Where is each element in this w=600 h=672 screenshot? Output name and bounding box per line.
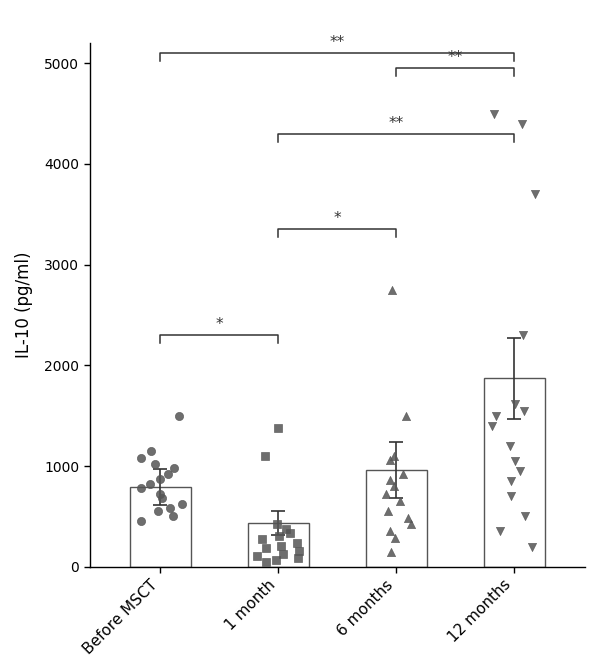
Point [276, 540, 286, 551]
Point [136, 482, 146, 493]
Y-axis label: IL-10 (pg/ml): IL-10 (pg/ml) [15, 252, 33, 358]
Point [386, 546, 395, 557]
Point [385, 526, 395, 537]
Point [260, 450, 270, 461]
Point [166, 503, 175, 513]
Point [257, 534, 267, 545]
Point [388, 284, 397, 295]
Point [271, 554, 281, 565]
Point [262, 542, 271, 553]
Point [174, 411, 184, 421]
Point [155, 474, 165, 485]
Point [487, 421, 497, 431]
Point [294, 545, 304, 556]
Point [137, 516, 146, 527]
Point [382, 489, 391, 499]
Point [506, 491, 515, 501]
Point [518, 330, 528, 341]
Point [530, 189, 539, 200]
Point [275, 531, 284, 542]
Point [511, 398, 520, 409]
Point [153, 506, 163, 517]
Point [520, 511, 530, 521]
Point [145, 478, 155, 489]
Point [261, 556, 271, 567]
Bar [248, 523, 309, 566]
Point [506, 476, 516, 487]
Point [177, 499, 187, 509]
Point [515, 466, 525, 476]
Point [401, 411, 411, 421]
Point [506, 441, 515, 452]
Point [292, 537, 301, 548]
Point [272, 519, 282, 530]
Point [519, 405, 529, 416]
Point [385, 474, 395, 485]
Point [511, 456, 520, 466]
Point [404, 513, 413, 523]
Point [398, 468, 408, 479]
Point [391, 533, 400, 544]
Point [383, 506, 393, 517]
Point [168, 511, 178, 521]
Point [281, 524, 291, 535]
Point [389, 480, 399, 491]
Point [155, 489, 165, 499]
Point [278, 548, 287, 559]
Text: **: ** [389, 116, 404, 131]
Point [495, 526, 505, 537]
Text: *: * [334, 212, 341, 226]
Bar [484, 378, 545, 566]
Point [169, 462, 179, 473]
Bar [365, 470, 427, 566]
Point [527, 541, 537, 552]
Point [490, 108, 499, 119]
Point [273, 423, 283, 433]
Point [157, 493, 167, 503]
Point [164, 468, 173, 479]
Point [285, 528, 295, 539]
Bar [130, 487, 191, 566]
Point [150, 458, 160, 469]
Point [518, 118, 527, 129]
Point [146, 446, 156, 456]
Point [407, 519, 416, 530]
Text: **: ** [330, 35, 345, 50]
Point [293, 552, 302, 563]
Point [386, 454, 395, 465]
Point [136, 452, 146, 463]
Text: **: ** [448, 50, 463, 65]
Point [491, 411, 501, 421]
Point [395, 496, 404, 507]
Point [252, 550, 262, 561]
Text: *: * [215, 317, 223, 332]
Point [389, 450, 399, 461]
